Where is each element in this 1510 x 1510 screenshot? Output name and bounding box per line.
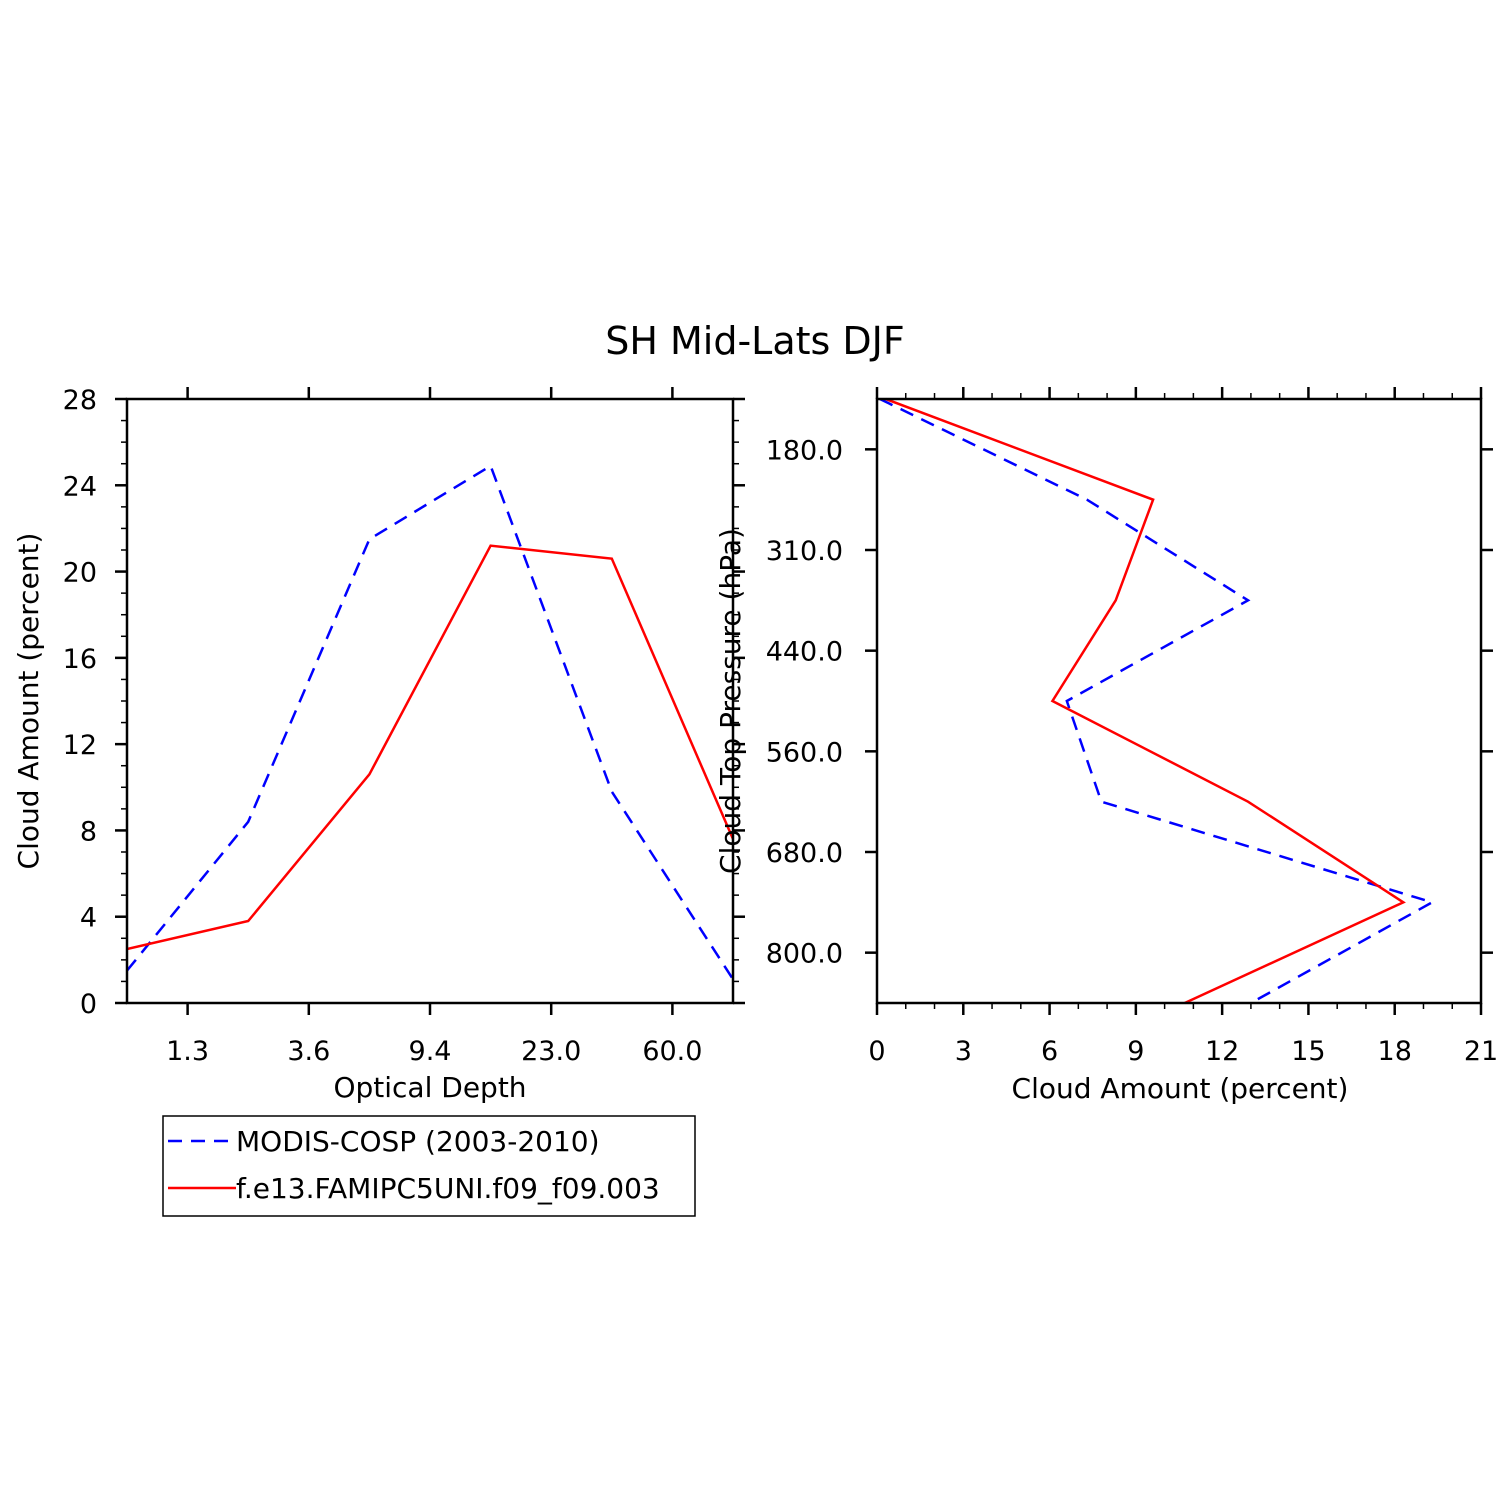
- right-x-tick-label-4: 12: [1205, 1036, 1239, 1067]
- left-x-axis-label: Optical Depth: [333, 1071, 526, 1104]
- right-x-axis-label: Cloud Amount (percent): [1012, 1072, 1349, 1105]
- right-y-tick-label-5: 800.0: [766, 939, 843, 970]
- left-y-tick-label-4: 16: [63, 644, 97, 675]
- right-plot-frame: [875, 397, 1483, 1005]
- left-y-tick-label-5: 20: [63, 558, 97, 589]
- cloud-top-pressure-panel: 0 3 6 9 12 15 18 21 180.0 310.0 440.0 560.0 680.0 800…: [714, 387, 1498, 1105]
- right-x-tick-label-2: 6: [1041, 1036, 1058, 1067]
- left-y-tick-label-0: 0: [80, 989, 97, 1020]
- left-y-tick-label-7: 28: [63, 385, 97, 416]
- legend-label-modis: MODIS-COSP (2003-2010): [236, 1125, 600, 1158]
- left-x-tick-label-4: 60.0: [642, 1036, 702, 1067]
- left-x-tick-label-2: 9.4: [409, 1036, 452, 1067]
- left-y-tick-label-3: 12: [63, 730, 97, 761]
- right-ticks-group: 0 3 6 9 12 15 18 21 180.0 310.0 440.0 560.0 680.0 800…: [766, 387, 1498, 1067]
- left-series-line-1: [126, 544, 735, 951]
- left-ticks-group: 0 4 8 12 16 20 24 28 1.3 3.6 9.4 23.0 60.0: [63, 385, 745, 1067]
- right-y-tick-label-3: 560.0: [766, 737, 843, 768]
- left-y-tick-label-1: 4: [80, 903, 97, 934]
- right-x-tick-label-3: 9: [1127, 1036, 1144, 1067]
- right-y-tick-label-2: 440.0: [766, 637, 843, 668]
- legend-box: [162, 1115, 696, 1217]
- right-y-tick-label-1: 310.0: [766, 536, 843, 567]
- right-x-tick-label-1: 3: [955, 1036, 972, 1067]
- left-x-tick-label-3: 23.0: [521, 1036, 581, 1067]
- right-x-tick-label-7: 21: [1464, 1036, 1498, 1067]
- right-x-tick-label-5: 15: [1291, 1036, 1325, 1067]
- right-y-axis-label: Cloud Top Pressure (hPa): [714, 528, 747, 874]
- left-y-axis-label: Cloud Amount (percent): [12, 533, 45, 870]
- left-series-line-0: [126, 464, 735, 980]
- right-x-tick-label-0: 0: [868, 1036, 885, 1067]
- legend-label-model: f.e13.FAMIPC5UNI.f09_f09.003: [236, 1172, 660, 1205]
- left-x-tick-label-0: 1.3: [166, 1036, 209, 1067]
- left-y-tick-label-6: 24: [63, 471, 97, 502]
- legend: MODIS-COSP (2003-2010) f.e13.FAMIPC5UNI.…: [162, 1115, 696, 1217]
- chart-title: SH Mid-Lats DJF: [605, 319, 905, 363]
- right-y-tick-label-0: 180.0: [766, 435, 843, 466]
- left-x-tick-label-1: 3.6: [287, 1036, 330, 1067]
- right-x-tick-label-6: 18: [1378, 1036, 1412, 1067]
- optical-depth-panel: 0 4 8 12 16 20 24 28 1.3 3.6 9.4 23.0 60.0 Optical D…: [12, 385, 745, 1104]
- right-y-tick-label-4: 680.0: [766, 838, 843, 869]
- left-y-tick-label-2: 8: [80, 816, 97, 847]
